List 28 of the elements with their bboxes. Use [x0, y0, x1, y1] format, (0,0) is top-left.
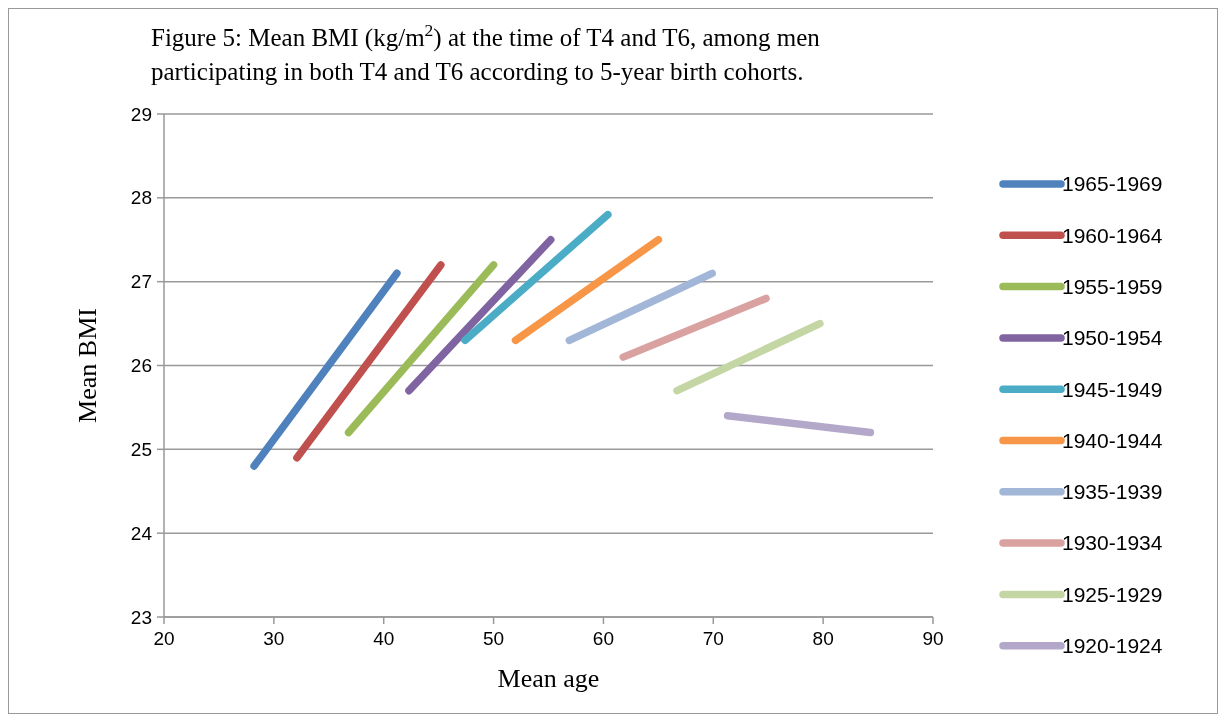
y-axis-title: Mean BMI: [73, 308, 102, 423]
y-tick-label: 27: [130, 271, 152, 293]
legend-label: 1935-1939: [1062, 480, 1163, 504]
legend-label: 1940-1944: [1062, 428, 1163, 452]
x-tick-label: 20: [153, 628, 175, 649]
x-tick-label: 80: [812, 628, 834, 649]
legend-label: 1920-1924: [1062, 634, 1163, 658]
y-tick-label: 28: [130, 187, 152, 209]
x-tick-label: 90: [922, 628, 944, 649]
x-tick-label: 30: [263, 628, 285, 649]
legend-label: 1945-1949: [1062, 377, 1163, 401]
y-tick-label: 24: [130, 522, 153, 544]
y-tick-label: 26: [130, 355, 152, 377]
legend-label: 1950-1954: [1062, 326, 1163, 350]
x-tick-label: 60: [592, 628, 614, 649]
x-tick-label: 70: [702, 628, 724, 649]
legend-label: 1965-1969: [1062, 172, 1163, 196]
legend-label: 1930-1934: [1062, 531, 1163, 555]
y-tick-label: 29: [130, 103, 152, 125]
x-axis-title: Mean age: [497, 664, 600, 693]
legend-label: 1960-1964: [1062, 223, 1163, 247]
chart-title: Figure 5: Mean BMI (kg/m$^{2}$) at the time of T4 and T6, among men participating in both T4 and T6 according to 5-year birth cohorts.: [151, 20, 821, 85]
x-tick-label: 50: [483, 628, 505, 649]
x-tick-label: 40: [373, 628, 395, 649]
legend-label: 1955-1959: [1062, 274, 1163, 298]
y-tick-label: 25: [130, 438, 152, 460]
y-tick-label: 23: [130, 606, 152, 628]
legend-label: 1925-1929: [1062, 582, 1163, 606]
